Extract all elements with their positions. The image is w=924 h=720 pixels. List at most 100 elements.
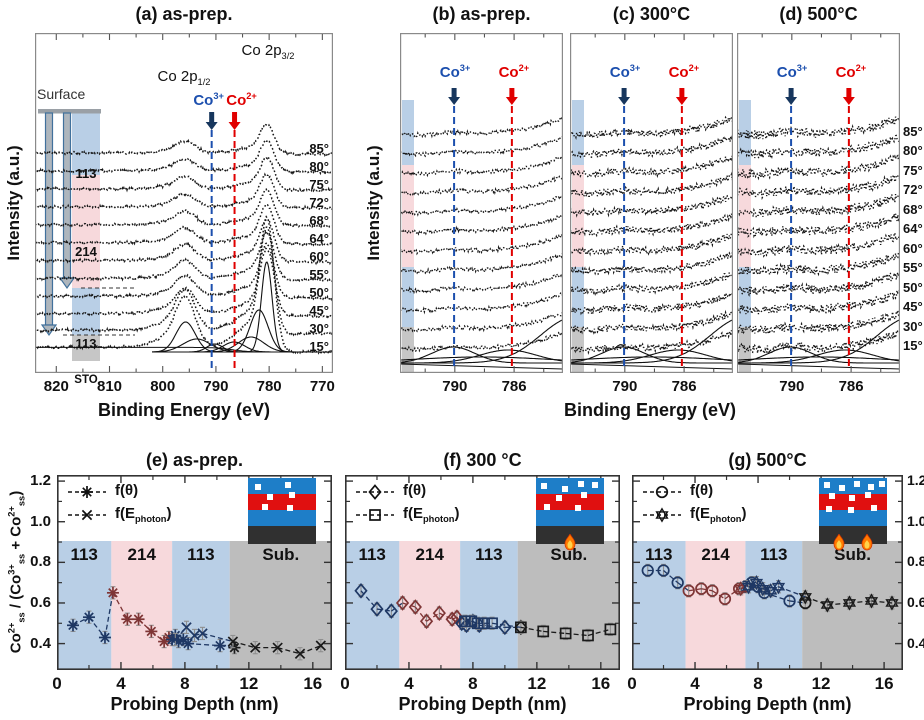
fit-curve — [570, 346, 733, 364]
marker — [537, 625, 550, 638]
region-band-Sub. — [517, 541, 620, 669]
series-line-1 — [543, 630, 566, 635]
xps-curve — [737, 134, 900, 160]
marker — [108, 588, 118, 598]
region-label: 113 — [358, 545, 386, 564]
xps-curve — [737, 230, 900, 258]
co2-arrow — [846, 88, 852, 97]
angle-label: 75° — [309, 177, 329, 192]
marker — [189, 630, 200, 641]
angle-label: 68° — [309, 213, 329, 228]
marker — [471, 617, 484, 630]
xps-curve — [737, 154, 900, 181]
surface-label: Surface — [37, 86, 86, 102]
series-line-0 — [376, 608, 392, 612]
legend-label: f(θ) — [690, 482, 714, 499]
region-label: 113 — [645, 545, 673, 564]
angle-label: 55° — [903, 260, 923, 275]
x-tick-label: 16 — [303, 674, 323, 693]
series-line-1 — [202, 632, 234, 643]
marker — [798, 589, 812, 601]
marker — [820, 601, 834, 613]
co2-label: Co2+ — [835, 63, 867, 81]
marker — [771, 579, 786, 591]
panel-border — [345, 475, 620, 670]
flame-icon — [860, 533, 874, 551]
panel-c-title: (c) 300°C — [612, 4, 691, 24]
marker — [604, 623, 617, 636]
y-tick-label: 1.2 — [30, 472, 51, 490]
series-line-1 — [520, 626, 544, 633]
angle-label: 72° — [309, 195, 329, 210]
panel-bcd-xlabel: Binding Energy (eV) — [563, 400, 736, 420]
surface-depth-arrow — [44, 112, 54, 326]
marker — [227, 636, 239, 647]
xps-curve — [737, 288, 900, 315]
defect-square — [267, 493, 274, 500]
marker — [885, 599, 899, 611]
fit-curve — [400, 346, 563, 364]
x-tick-label: 790 — [779, 378, 805, 395]
marker — [798, 593, 812, 605]
marker — [682, 584, 695, 597]
x-tick-label: 780 — [256, 378, 282, 395]
x-tick-label: 8 — [180, 674, 190, 693]
marker — [842, 595, 857, 607]
layer-band-214 — [72, 175, 100, 288]
angle-label: 85° — [903, 123, 923, 139]
defect-square — [847, 506, 854, 513]
layer-label: 113 — [75, 166, 97, 181]
angle-label: 55° — [309, 267, 329, 282]
series-line-1 — [770, 586, 779, 592]
angle-label: 75° — [903, 162, 923, 178]
x-tick-label: 4 — [690, 674, 700, 693]
angle-label: 45° — [309, 303, 329, 318]
x-tick-label: 810 — [96, 378, 123, 395]
region-label: 214 — [415, 545, 444, 564]
marker — [465, 615, 478, 628]
region-band-113 — [632, 541, 686, 669]
panel-g-plot — [632, 475, 903, 670]
panel-g-canvas — [632, 475, 903, 670]
panel-e-plot — [57, 475, 332, 670]
layer-label: 113 — [75, 336, 97, 351]
marker — [820, 597, 834, 609]
defect-square — [285, 481, 292, 488]
co3-label: Co3+ — [609, 63, 641, 81]
region-label: Sub. — [262, 545, 300, 564]
region-band-214 — [685, 541, 746, 669]
x-tick-label: 800 — [150, 378, 176, 395]
marker — [734, 581, 748, 593]
marker — [515, 621, 527, 634]
xps-curve — [570, 171, 733, 199]
panel-d-plot — [737, 33, 900, 373]
x-tick-label: 790 — [612, 378, 638, 395]
legend-label: f(Ephoton) — [403, 505, 460, 524]
fit-curve — [737, 356, 900, 361]
co3-arrow — [209, 112, 215, 122]
xps-curve — [737, 213, 900, 239]
xps-curve — [400, 117, 563, 139]
xps-curve — [570, 193, 733, 218]
angle-label: 60° — [309, 249, 329, 264]
defect-square — [261, 504, 268, 511]
inset-layer-113 — [819, 478, 887, 494]
defect-square — [591, 481, 598, 488]
marker — [215, 640, 225, 651]
legend-marker-circle — [643, 485, 681, 499]
region-label: 113 — [760, 545, 788, 564]
panel-a-ylabel: Intensity (a.u.) — [4, 145, 23, 261]
marker — [864, 593, 879, 605]
angle-label: 50° — [903, 279, 923, 295]
region-label: 113 — [70, 545, 98, 564]
angle-label: 30° — [309, 321, 329, 336]
legend-item — [67, 484, 107, 500]
marker — [432, 605, 446, 621]
angle-label: 50° — [309, 285, 329, 300]
series-line-0 — [112, 592, 128, 620]
peak-label-co2p12: Co 2p1/2 — [157, 68, 211, 87]
inset-layer-214 — [536, 494, 604, 510]
series-line-1 — [748, 582, 757, 588]
marker — [170, 634, 181, 645]
panel-a-title: (a) as-prep. — [135, 4, 233, 24]
